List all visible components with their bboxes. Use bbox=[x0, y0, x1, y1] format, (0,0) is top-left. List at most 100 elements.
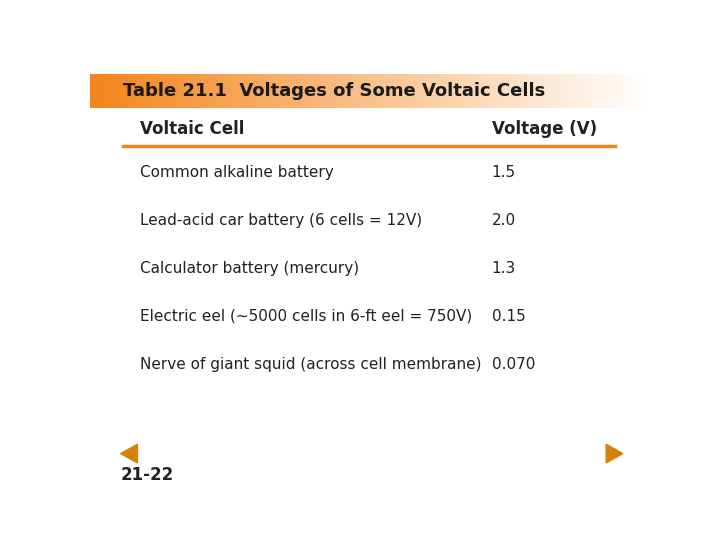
Bar bbox=[518, 75, 521, 109]
Bar bbox=[382, 75, 384, 109]
Bar bbox=[633, 75, 636, 109]
Bar bbox=[581, 75, 583, 109]
Bar bbox=[313, 75, 315, 109]
Bar bbox=[577, 75, 580, 109]
Bar bbox=[512, 75, 515, 109]
Bar bbox=[142, 75, 145, 109]
Bar bbox=[110, 75, 113, 109]
Bar bbox=[122, 75, 124, 109]
Bar bbox=[421, 75, 423, 109]
Bar bbox=[343, 75, 346, 109]
Bar bbox=[547, 75, 550, 109]
Bar bbox=[546, 75, 548, 109]
Bar bbox=[333, 75, 336, 109]
Bar bbox=[323, 75, 325, 109]
Text: Lead-acid car battery (6 cells = 12V): Lead-acid car battery (6 cells = 12V) bbox=[140, 213, 423, 228]
Bar bbox=[293, 75, 295, 109]
Bar bbox=[131, 75, 133, 109]
Bar bbox=[354, 75, 356, 109]
Bar bbox=[258, 75, 260, 109]
Bar bbox=[137, 75, 139, 109]
Bar bbox=[371, 75, 373, 109]
Bar bbox=[209, 75, 212, 109]
Bar bbox=[423, 75, 426, 109]
Bar bbox=[432, 75, 435, 109]
Bar bbox=[263, 75, 266, 109]
Bar bbox=[434, 75, 436, 109]
Bar bbox=[138, 75, 141, 109]
Bar bbox=[176, 75, 178, 109]
Bar bbox=[280, 75, 282, 109]
Bar bbox=[431, 75, 433, 109]
Bar bbox=[172, 75, 174, 109]
Bar bbox=[269, 75, 271, 109]
Bar bbox=[278, 75, 280, 109]
Bar bbox=[253, 75, 256, 109]
Bar bbox=[116, 75, 119, 109]
Bar bbox=[103, 75, 105, 109]
Bar bbox=[593, 75, 595, 109]
Bar bbox=[319, 75, 321, 109]
Bar bbox=[516, 75, 518, 109]
Bar bbox=[596, 75, 598, 109]
Bar bbox=[164, 75, 167, 109]
Bar bbox=[240, 75, 243, 109]
Bar bbox=[438, 75, 440, 109]
Bar bbox=[459, 75, 461, 109]
Bar bbox=[498, 75, 500, 109]
Bar bbox=[135, 75, 137, 109]
Bar bbox=[380, 75, 382, 109]
Bar bbox=[150, 75, 152, 109]
Bar bbox=[526, 75, 528, 109]
Bar bbox=[520, 75, 522, 109]
Text: Voltaic Cell: Voltaic Cell bbox=[140, 120, 245, 138]
Bar bbox=[523, 75, 526, 109]
Bar bbox=[186, 75, 189, 109]
Bar bbox=[552, 75, 554, 109]
Bar bbox=[562, 75, 565, 109]
Bar bbox=[351, 75, 353, 109]
Bar bbox=[367, 75, 369, 109]
Bar bbox=[311, 75, 314, 109]
Bar bbox=[101, 75, 104, 109]
Bar bbox=[622, 75, 624, 109]
Bar bbox=[644, 75, 647, 109]
Bar bbox=[345, 75, 347, 109]
Bar bbox=[507, 75, 509, 109]
Bar bbox=[564, 75, 567, 109]
Bar bbox=[285, 75, 288, 109]
Text: 1.3: 1.3 bbox=[492, 261, 516, 276]
Bar bbox=[405, 75, 407, 109]
Bar bbox=[451, 75, 454, 109]
Bar bbox=[159, 75, 161, 109]
Bar bbox=[440, 75, 442, 109]
Bar bbox=[467, 75, 470, 109]
Bar bbox=[196, 75, 199, 109]
Bar bbox=[600, 75, 602, 109]
Bar bbox=[378, 75, 381, 109]
Bar bbox=[163, 75, 165, 109]
Bar bbox=[436, 75, 438, 109]
Bar bbox=[387, 75, 390, 109]
Bar bbox=[544, 75, 546, 109]
Bar bbox=[244, 75, 247, 109]
Bar bbox=[177, 75, 180, 109]
Bar bbox=[542, 75, 544, 109]
Bar bbox=[373, 75, 375, 109]
Bar bbox=[202, 75, 204, 109]
Bar bbox=[271, 75, 273, 109]
Bar bbox=[615, 75, 617, 109]
Bar bbox=[413, 75, 416, 109]
Bar bbox=[336, 75, 338, 109]
Bar bbox=[341, 75, 343, 109]
Bar bbox=[453, 75, 455, 109]
Bar bbox=[444, 75, 446, 109]
Bar bbox=[90, 75, 92, 109]
Bar bbox=[179, 75, 181, 109]
Bar bbox=[317, 75, 320, 109]
Bar bbox=[155, 75, 158, 109]
Bar bbox=[486, 75, 489, 109]
Bar bbox=[265, 75, 267, 109]
Bar bbox=[553, 75, 556, 109]
Bar bbox=[607, 75, 610, 109]
